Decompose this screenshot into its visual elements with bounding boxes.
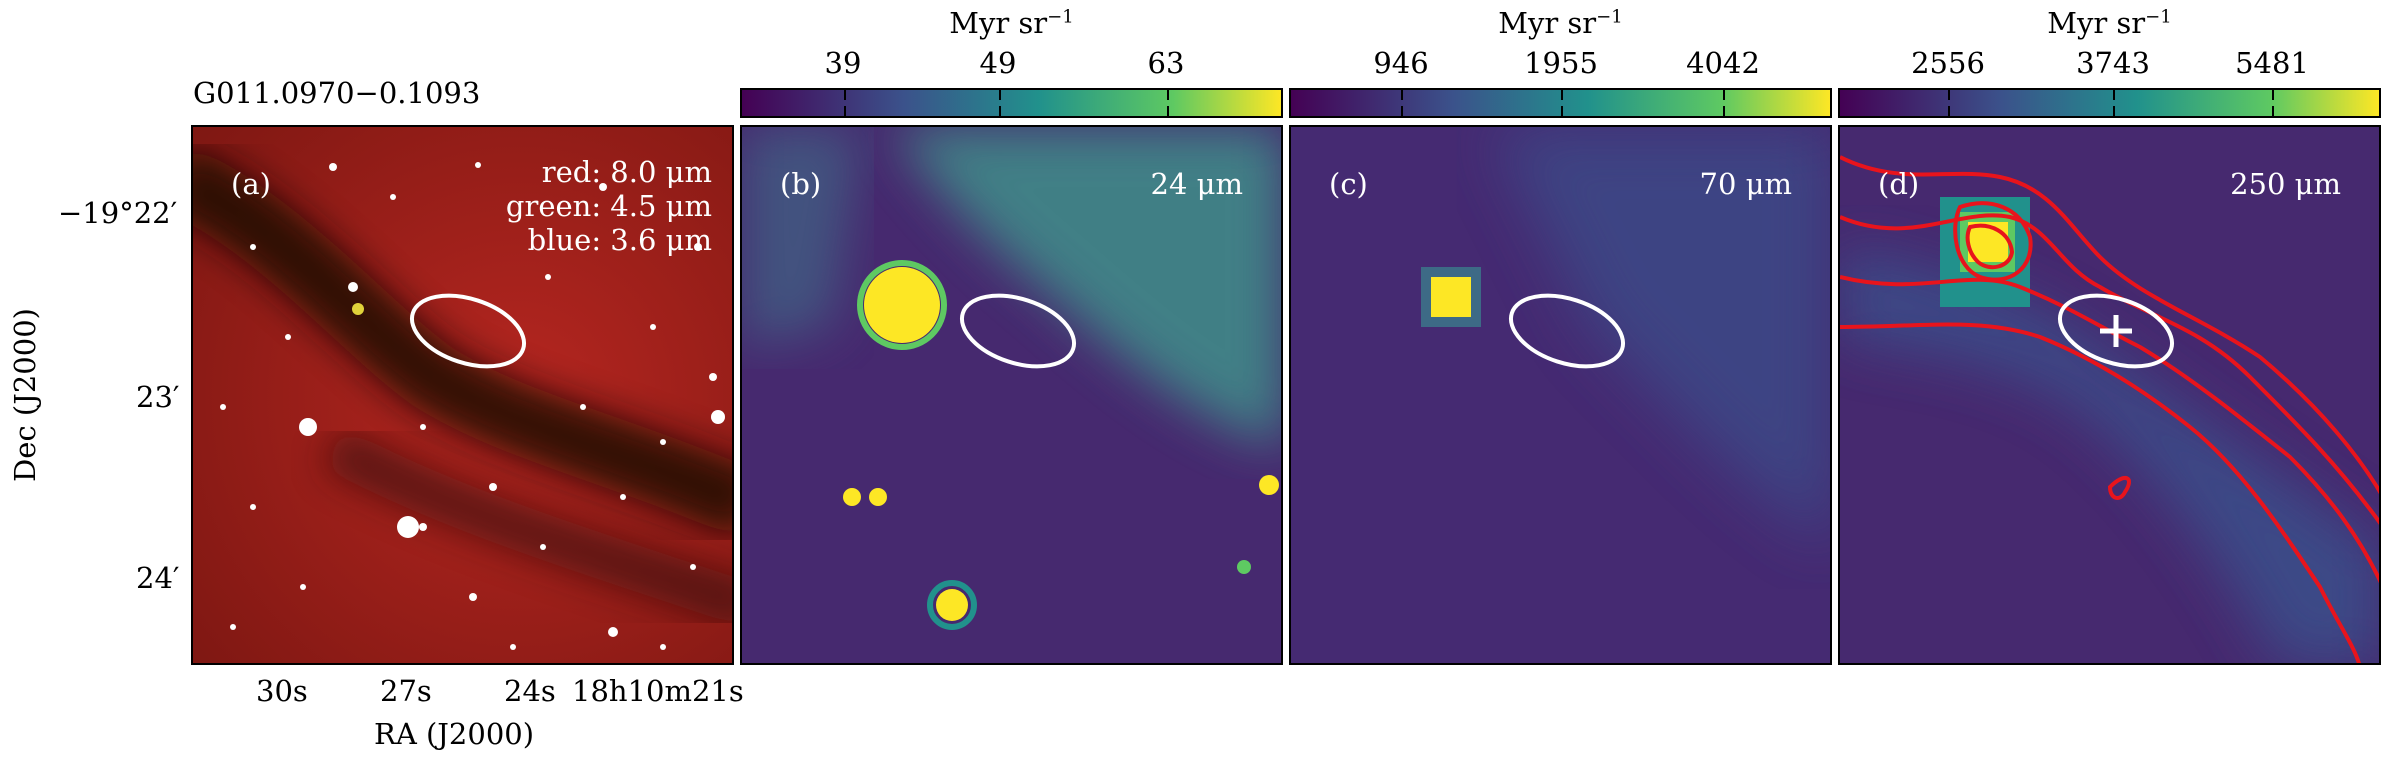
legend-blue: blue: 3.6 μm <box>527 223 712 257</box>
ra-tick-label: 24s <box>504 674 556 708</box>
colorbar-tick-label: 946 <box>1373 46 1429 80</box>
panel-d-250um-image: (d) 250 μm <box>1838 125 2381 665</box>
legend-green: green: 4.5 μm <box>505 189 712 223</box>
colorbar-c <box>1289 88 1832 118</box>
panel-label: (a) <box>231 167 271 201</box>
colorbar-b <box>740 88 1283 118</box>
colorbar-tick-label: 49 <box>979 46 1017 80</box>
colorbar-tick-label: 4042 <box>1686 46 1760 80</box>
colorbar-unit-c: Myr sr−1 <box>1498 6 1623 40</box>
colorbar-tick-label: 1955 <box>1524 46 1598 80</box>
panel-c-70um-image: (c) 70 μm <box>1289 125 1832 665</box>
colorbar-unit-d: Myr sr−1 <box>2047 6 2172 40</box>
legend-red: red: 8.0 μm <box>541 155 712 189</box>
ra-tick-label: 27s <box>380 674 432 708</box>
colorbar-tick-label: 2556 <box>1911 46 1985 80</box>
colorbar-tick-label: 5481 <box>2235 46 2309 80</box>
ra-tick-label: 30s <box>256 674 308 708</box>
colorbar-d <box>1838 88 2381 118</box>
panel-b-24um-image: (b) 24 μm <box>740 125 1283 665</box>
panel-label: (d) <box>1878 167 1920 201</box>
dec-tick-label: 23′ <box>136 380 180 414</box>
colorbar-tick-label: 39 <box>824 46 862 80</box>
band-label: 250 μm <box>2230 167 2341 201</box>
panel-a-rgb-image: (a) red: 8.0 μm green: 4.5 μm blue: 3.6 … <box>191 125 734 665</box>
band-label: 24 μm <box>1150 167 1243 201</box>
band-label: 70 μm <box>1699 167 1792 201</box>
x-axis-label: RA (J2000) <box>374 717 535 751</box>
panel-label: (c) <box>1329 167 1368 201</box>
dec-tick-label: −19°22′ <box>58 196 178 230</box>
y-axis-label: Dec (J2000) <box>7 308 42 482</box>
panel-label: (b) <box>780 167 822 201</box>
colorbar-tick-label: 3743 <box>2076 46 2150 80</box>
colorbar-unit-b: Myr sr−1 <box>949 6 1074 40</box>
ra-tick-label: 18h10m21s <box>572 674 744 708</box>
colorbar-tick-label: 63 <box>1147 46 1185 80</box>
source-name: G011.0970−0.1093 <box>193 76 481 110</box>
dec-tick-label: 24′ <box>136 561 180 595</box>
